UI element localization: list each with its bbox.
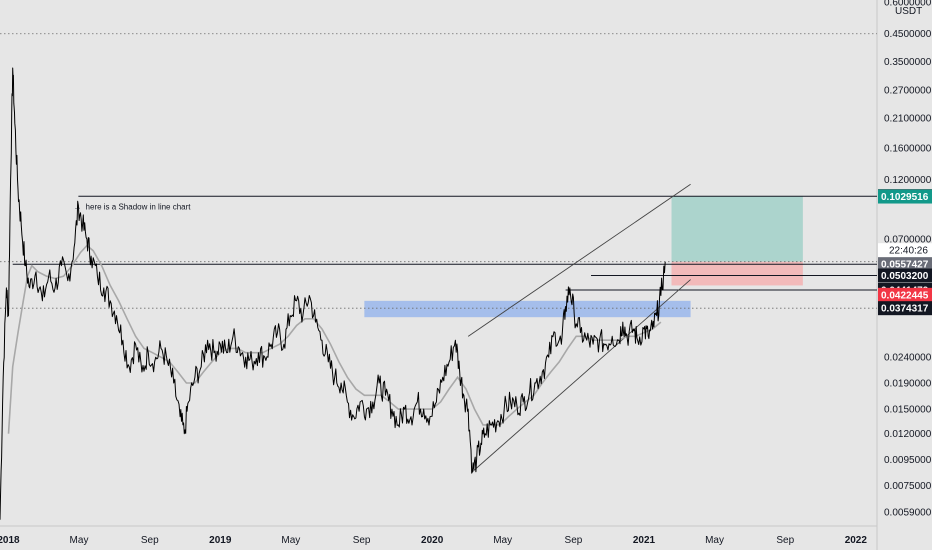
y-tick-label: 0.1200000 [884,175,932,186]
y-tick-label: 0.0075000 [884,481,932,492]
price-tag-label: 0.0503200 [881,271,929,282]
price-tags-layer: 0.10325770.10295160.05703290.05574270.05… [878,189,932,316]
price-tag-bg [878,287,932,302]
channel-line-1[interactable] [472,279,691,473]
price-series-layer [0,67,666,520]
annotation-arrow: → [74,203,82,212]
y-tick-label: 0.0059000 [884,508,932,519]
y-tick-label: 0.0700000 [884,235,932,246]
y-tick-label: 0.3500000 [884,57,932,68]
y-tick-label: 0.2700000 [884,86,932,97]
horizontal-levels-layer [12,195,877,291]
time-axis[interactable]: 2018 May Sep 2019 May Sep 2020 May Sep 2021 May Sep… [0,535,867,546]
price-tag-label: 0.0422445 [881,290,929,301]
price-tag-label: 0.0374317 [881,304,929,315]
x-tick-label: May [70,535,89,546]
countdown-bg [878,243,932,258]
price-tag-bg [878,257,932,272]
moving-average-line [7,244,662,434]
x-tick-label: 2021 [633,535,656,546]
x-tick-label: May [705,535,724,546]
y-tick-label: 0.0150000 [884,405,932,416]
x-tick-label: Sep [776,535,794,546]
x-tick-label: 2022 [845,535,868,546]
target-zone [671,196,803,262]
x-tick-label: May [281,535,300,546]
stop-zone [671,261,803,286]
x-tick-label: 2019 [209,535,232,546]
price-line[interactable] [0,67,666,520]
y-tick-label: 0.6000000 [884,0,932,9]
price-tag-bg [878,268,932,283]
price-tag-label: 0.1029516 [881,192,929,203]
x-tick-label: 2020 [421,535,444,546]
axis-unit-label: USDT [895,6,922,17]
y-tick-label: 0.0095000 [884,455,932,466]
y-tick-label: 0.4500000 [884,29,932,40]
price-tag-label: 0.0557427 [881,260,929,271]
annotation-layer: → here is a Shadow in line chart [74,203,192,212]
x-tick-label: Sep [353,535,371,546]
price-tag-bg [878,189,932,204]
y-tick-label: 0.0240000 [884,353,932,364]
zones-layer [364,196,803,318]
y-tick-label: 0.2100000 [884,113,932,124]
channel-layer [467,183,691,473]
annotation-text: here is a Shadow in line chart [86,203,192,212]
x-tick-label: 2018 [0,535,20,546]
countdown-label: 22:40:26 [889,246,928,257]
price-tag-bg [878,301,932,316]
support-zone [364,300,691,318]
y-tick-label: 0.0190000 [884,379,932,390]
x-tick-label: Sep [141,535,159,546]
price-axis[interactable]: 0.6000000 0.4500000 0.3500000 0.2700000 0.21… [884,0,932,519]
channel-line-0[interactable] [467,183,691,337]
y-tick-label: 0.1600000 [884,143,932,154]
x-tick-label: May [493,535,512,546]
moving-average-layer [7,244,662,434]
x-tick-label: Sep [565,535,583,546]
y-tick-label: 0.0120000 [884,429,932,440]
